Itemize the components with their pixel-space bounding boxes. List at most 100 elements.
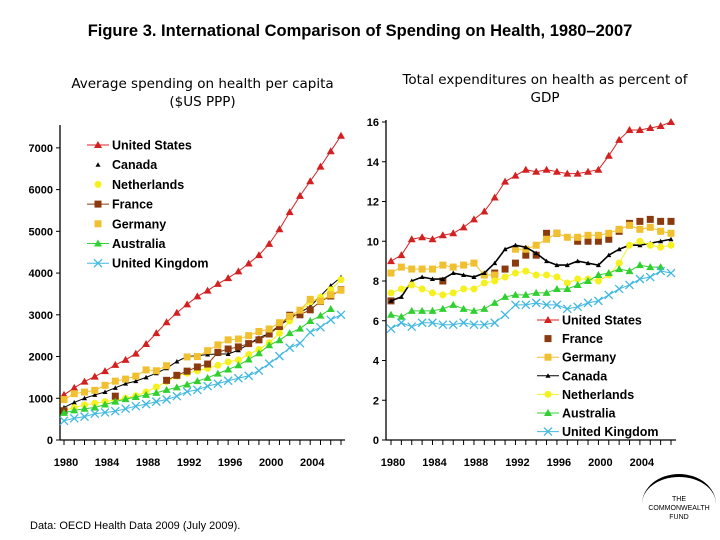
data-point xyxy=(480,279,488,287)
y-tick-label: 3000 xyxy=(29,310,53,322)
x-tick-label: 2000 xyxy=(259,457,283,469)
data-point xyxy=(563,284,572,292)
data-point xyxy=(480,304,489,312)
data-point xyxy=(584,277,593,284)
data-point xyxy=(152,329,161,337)
legend-label: Germany xyxy=(112,217,166,231)
data-point xyxy=(533,250,539,256)
data-point xyxy=(532,167,541,175)
data-point xyxy=(90,409,100,419)
series-line xyxy=(63,279,342,412)
data-point xyxy=(439,291,447,299)
right-chart-title: Total expenditures on health as percent … xyxy=(402,72,688,106)
right-chart: 0 2 4 6 8 10 12 14 16 1980 1984 1988 1992 1996 2000 200… xyxy=(367,117,676,469)
data-point xyxy=(225,351,231,357)
data-point xyxy=(233,373,243,383)
data-point xyxy=(490,298,499,306)
y-tick-label: 5000 xyxy=(29,226,53,238)
data-point xyxy=(142,366,150,374)
data-point xyxy=(428,318,437,328)
data-point xyxy=(417,318,427,328)
data-point xyxy=(461,272,467,278)
data-point xyxy=(326,147,335,155)
data-point xyxy=(459,318,469,328)
data-point xyxy=(326,304,335,312)
data-point xyxy=(646,223,654,231)
x-tick-label: 1996 xyxy=(218,457,242,469)
data-point xyxy=(90,403,99,411)
data-point xyxy=(316,322,325,332)
data-point xyxy=(91,399,99,407)
data-point xyxy=(469,306,478,314)
data-point xyxy=(615,259,623,267)
data-point xyxy=(254,251,263,259)
data-point xyxy=(223,376,233,386)
data-point xyxy=(428,265,436,273)
data-point xyxy=(71,399,77,405)
data-point xyxy=(316,162,325,170)
x-tick-label: 1996 xyxy=(547,457,571,469)
data-point xyxy=(428,235,437,243)
data-point xyxy=(667,118,675,125)
data-point xyxy=(532,241,540,249)
data-point xyxy=(102,389,108,395)
y-tick-label: 4000 xyxy=(29,268,53,280)
x-tick-label: 2004 xyxy=(630,457,655,469)
data-point xyxy=(605,235,613,243)
data-point xyxy=(635,261,644,269)
data-point xyxy=(397,263,405,271)
data-point xyxy=(575,258,581,264)
series-australia: Australia xyxy=(60,237,335,416)
series-line xyxy=(390,240,672,296)
data-point xyxy=(110,406,120,416)
data-point xyxy=(214,361,222,369)
data-point xyxy=(101,367,110,375)
data-point xyxy=(172,308,181,316)
x-tick-label: 1984 xyxy=(95,457,120,469)
data-point xyxy=(254,366,264,376)
data-point xyxy=(459,223,468,231)
legend-label: France xyxy=(562,332,603,346)
data-point xyxy=(101,381,109,389)
data-point xyxy=(657,227,665,235)
legend-marker xyxy=(94,239,102,247)
data-point xyxy=(666,268,676,278)
series-australia: Australia xyxy=(387,261,665,421)
data-point xyxy=(213,379,223,389)
data-point xyxy=(143,374,149,380)
data-point xyxy=(459,304,468,312)
data-point xyxy=(480,207,489,215)
data-point xyxy=(163,362,171,370)
data-point xyxy=(213,369,222,377)
legend-marker xyxy=(544,353,552,361)
data-point xyxy=(183,353,191,361)
data-point xyxy=(469,215,478,223)
legend-marker xyxy=(95,162,101,167)
series-germany: Germany xyxy=(60,217,345,404)
data-point xyxy=(668,236,674,242)
data-point xyxy=(396,318,406,328)
series-line xyxy=(63,314,342,422)
legend-marker xyxy=(94,141,102,148)
data-point xyxy=(615,265,624,273)
legend-marker xyxy=(544,390,552,398)
data-point xyxy=(511,269,519,277)
data-point xyxy=(501,273,509,281)
data-point xyxy=(295,338,305,348)
data-point xyxy=(214,348,222,356)
data-point xyxy=(418,233,427,241)
data-point xyxy=(594,271,603,279)
data-point xyxy=(111,397,120,405)
data-point xyxy=(552,284,561,292)
data-point xyxy=(438,320,448,330)
legend-marker xyxy=(94,200,102,208)
data-point xyxy=(552,300,562,310)
data-point xyxy=(636,217,644,225)
data-point xyxy=(214,341,222,349)
data-point xyxy=(183,367,191,375)
data-point xyxy=(543,229,551,237)
data-point xyxy=(667,241,675,249)
data-point xyxy=(428,289,436,297)
left-chart-title: Average spending on health per capita ($… xyxy=(71,76,334,110)
